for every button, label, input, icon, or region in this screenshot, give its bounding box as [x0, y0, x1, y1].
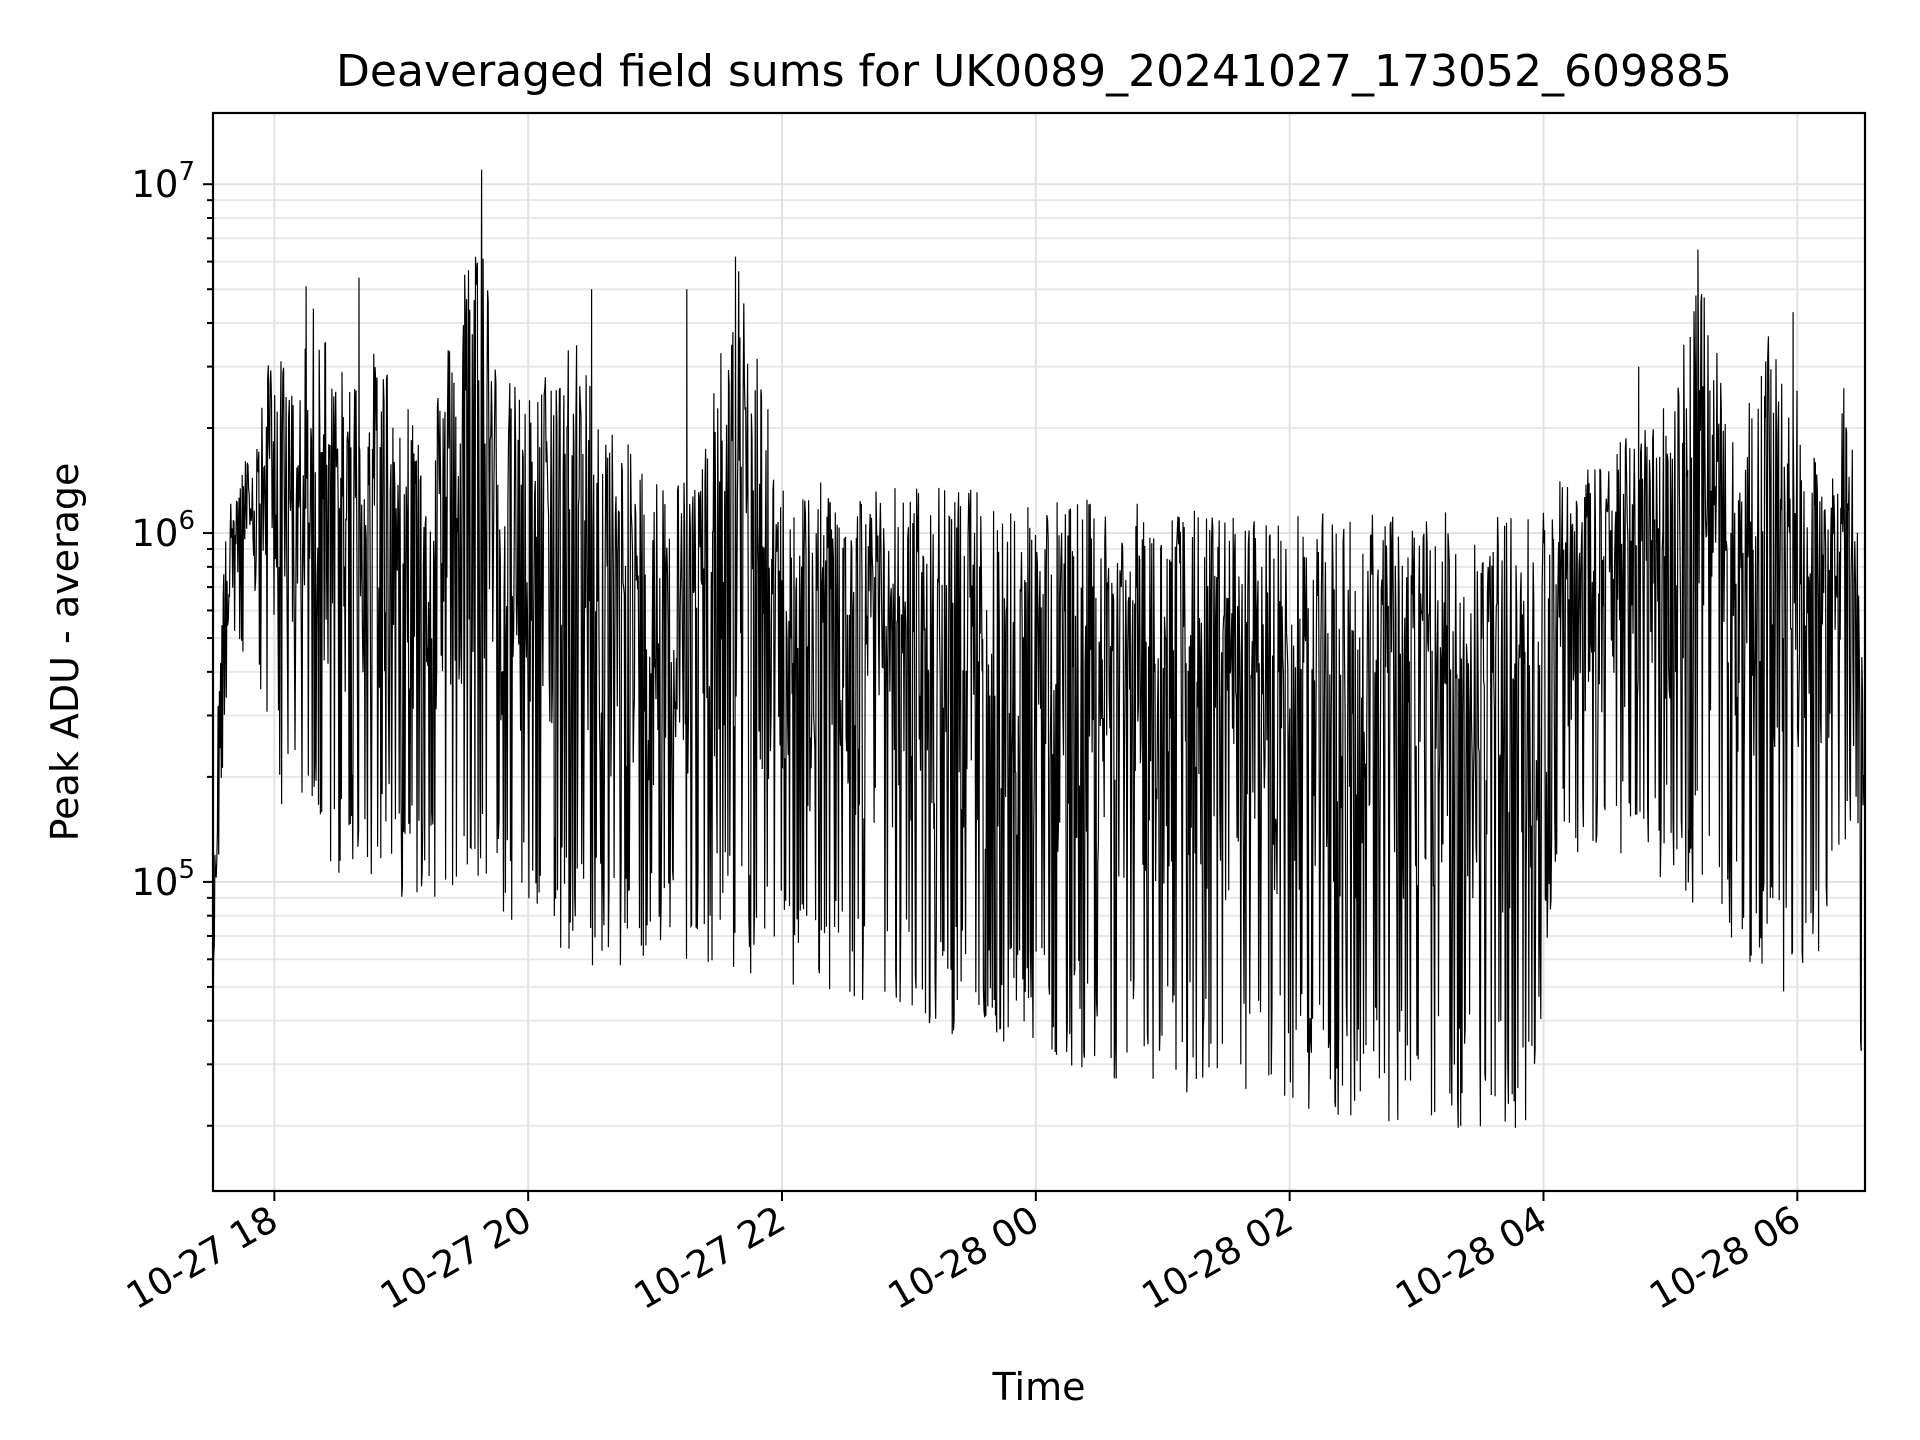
- plot-area-frame: [211, 111, 1867, 1193]
- chart-title: Deaveraged field sums for UK0089_2024102…: [336, 46, 1732, 97]
- y-tick-label: 107: [131, 157, 195, 206]
- y-tick-label: 106: [131, 506, 195, 555]
- x-axis-label: Time: [992, 1365, 1086, 1409]
- y-axis-label: Peak ADU - average: [43, 463, 87, 842]
- data-series: [212, 169, 1866, 1128]
- series-line: [212, 169, 1866, 1128]
- y-tick-label: 105: [131, 855, 195, 904]
